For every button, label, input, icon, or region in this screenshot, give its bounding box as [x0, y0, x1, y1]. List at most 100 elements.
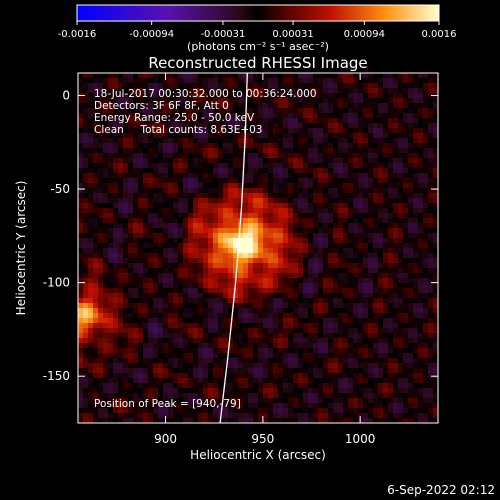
heatmap-cell: [293, 203, 298, 208]
heatmap-cell: [223, 188, 228, 193]
heatmap-cell: [183, 198, 188, 203]
heatmap-cell: [263, 113, 268, 118]
heatmap-cell: [153, 243, 158, 248]
heatmap-cell: [283, 258, 288, 263]
heatmap-cell: [273, 238, 278, 243]
heatmap-cell: [148, 358, 153, 363]
heatmap-cell: [263, 288, 268, 293]
heatmap-cell: [288, 383, 293, 388]
heatmap-cell: [93, 123, 98, 128]
heatmap-cell: [258, 178, 263, 183]
heatmap-cell: [418, 323, 423, 328]
heatmap-cell: [208, 333, 213, 338]
heatmap-cell: [383, 323, 388, 328]
heatmap-cell: [103, 198, 108, 203]
heatmap-cell: [128, 163, 133, 168]
heatmap-cell: [133, 203, 138, 208]
heatmap-cell: [78, 348, 83, 353]
heatmap-cell: [93, 318, 98, 323]
heatmap-cell: [378, 318, 383, 323]
heatmap-cell: [383, 408, 388, 413]
heatmap-cell: [418, 193, 423, 198]
heatmap-cell: [148, 223, 153, 228]
heatmap-cell: [373, 323, 378, 328]
heatmap-cell: [298, 378, 303, 383]
heatmap-cell: [283, 273, 288, 278]
heatmap-cell: [388, 168, 393, 173]
heatmap-cell: [343, 378, 348, 383]
heatmap-cell: [123, 118, 128, 123]
heatmap-cell: [328, 278, 333, 283]
heatmap-cell: [148, 218, 153, 223]
heatmap-cell: [273, 73, 278, 78]
heatmap-cell: [103, 138, 108, 143]
heatmap-cell: [348, 258, 353, 263]
heatmap-cell: [78, 83, 83, 88]
heatmap-cell: [208, 128, 213, 133]
colorbar-ticks: -0.0016 -0.00094 -0.00031 0.00031 0.00094 0.0…: [58, 21, 457, 40]
heatmap-cell: [398, 263, 403, 268]
heatmap-cell: [183, 138, 188, 143]
heatmap-cell: [238, 158, 243, 163]
heatmap-cell: [288, 303, 293, 308]
heatmap-cell: [303, 348, 308, 353]
heatmap-cell: [428, 113, 433, 118]
heatmap-cell: [138, 223, 143, 228]
heatmap-cell: [378, 93, 383, 98]
heatmap-cell: [223, 333, 228, 338]
heatmap-cell: [303, 253, 308, 258]
heatmap-cell: [138, 178, 143, 183]
heatmap-cell: [303, 343, 308, 348]
heatmap-cell: [108, 383, 113, 388]
heatmap-cell: [248, 143, 253, 148]
heatmap-cell: [393, 408, 398, 413]
heatmap-cell: [333, 123, 338, 128]
heatmap-cell: [348, 213, 353, 218]
heatmap-cell: [178, 253, 183, 258]
heatmap-cell: [113, 173, 118, 178]
heatmap-cell: [248, 393, 253, 398]
heatmap-cell: [413, 218, 418, 223]
heatmap-cell: [298, 248, 303, 253]
heatmap-cell: [208, 268, 213, 273]
heatmap-cell: [188, 253, 193, 258]
heatmap-cell: [108, 218, 113, 223]
heatmap-cell: [218, 163, 223, 168]
heatmap-cell: [403, 388, 408, 393]
heatmap-cell: [228, 243, 233, 248]
heatmap-cell: [408, 233, 413, 238]
heatmap-cell: [358, 98, 363, 103]
heatmap-cell: [418, 403, 423, 408]
heatmap-cell: [258, 123, 263, 128]
heatmap-cell: [408, 333, 413, 338]
heatmap-cell: [423, 303, 428, 308]
heatmap-cell: [248, 308, 253, 313]
heatmap-cell: [133, 283, 138, 288]
heatmap-cell: [388, 108, 393, 113]
heatmap-cell: [413, 383, 418, 388]
heatmap-cell: [283, 403, 288, 408]
heatmap-cell: [88, 328, 93, 333]
heatmap-cell: [88, 398, 93, 403]
heatmap-cell: [408, 263, 413, 268]
heatmap-cell: [263, 368, 268, 373]
heatmap-cell: [378, 373, 383, 378]
heatmap-cell: [123, 343, 128, 348]
heatmap-cell: [258, 153, 263, 158]
heatmap-cell: [188, 308, 193, 313]
heatmap-cell: [273, 188, 278, 193]
heatmap-cell: [183, 383, 188, 388]
heatmap-cell: [103, 173, 108, 178]
heatmap-cell: [318, 288, 323, 293]
heatmap-cell: [283, 283, 288, 288]
heatmap-cell: [143, 73, 148, 78]
heatmap-cell: [93, 348, 98, 353]
heatmap-cell: [268, 128, 273, 133]
heatmap-cell: [143, 108, 148, 113]
heatmap-cell: [343, 78, 348, 83]
heatmap-cell: [213, 283, 218, 288]
heatmap-cell: [263, 168, 268, 173]
heatmap-cell: [298, 78, 303, 83]
heatmap-cell: [98, 88, 103, 93]
heatmap-cell: [308, 298, 313, 303]
